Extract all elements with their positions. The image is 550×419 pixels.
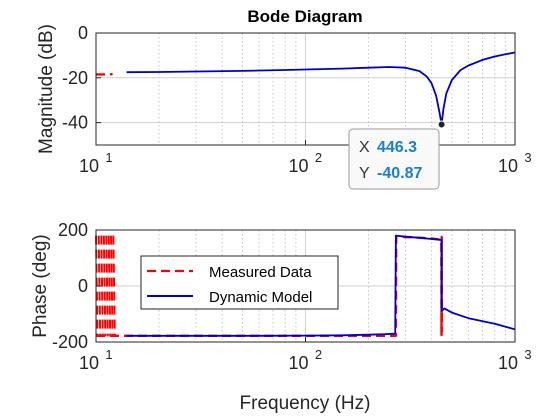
phase-series-measured-noise <box>107 235 112 337</box>
legend-label-model: Dynamic Model <box>209 289 312 306</box>
chart-title: Bode Diagram <box>247 7 362 26</box>
datatip-y-key: Y <box>359 165 370 182</box>
phase-series-model <box>126 234 516 337</box>
datatip[interactable]: X 446.3 Y -40.87 <box>348 120 446 190</box>
magnitude-x-tick-label: 10 <box>288 156 308 176</box>
magnitude-grid <box>96 33 515 145</box>
phase-panel: 200 0 -200 10 1 10 2 10 3 Phase (deg) Frequency… <box>30 220 532 414</box>
magnitude-x-tick-exponent: 2 <box>315 150 322 165</box>
phase-y-tick-label: 200 <box>58 220 88 240</box>
phase-x-tick-exponent: 2 <box>315 347 322 362</box>
phase-series-measured-noise <box>112 235 116 337</box>
phase-x-tick-label: 10 <box>498 353 518 373</box>
magnitude-y-ticks: 0 -20 -40 <box>62 23 101 133</box>
datatip-marker[interactable] <box>437 120 446 129</box>
x-axis-label: Frequency (Hz) <box>240 393 371 414</box>
datatip-y-value: -40.87 <box>377 165 422 182</box>
magnitude-panel: Bode Diagram 0 -20 -40 10 1 10 2 10 3 Magnitude… <box>36 7 532 176</box>
datatip-x-key: X <box>359 139 370 156</box>
legend-label-measured: Measured Data <box>209 264 312 281</box>
phase-x-tick-label: 10 <box>288 353 308 373</box>
phase-y-tick-label: -200 <box>52 332 88 352</box>
phase-series-measured-noise <box>105 235 109 337</box>
phase-x-tick-exponent: 3 <box>524 347 531 362</box>
magnitude-x-ticks: 10 1 10 2 10 3 <box>79 140 532 176</box>
magnitude-x-tick-exponent: 1 <box>105 150 112 165</box>
phase-x-tick-label: 10 <box>79 353 99 373</box>
legend[interactable]: Measured Data Dynamic Model <box>140 255 339 310</box>
magnitude-y-tick-label: -40 <box>62 113 88 133</box>
phase-y-ticks: 200 0 -200 <box>52 220 101 352</box>
magnitude-y-tick-label: 0 <box>78 23 88 43</box>
phase-x-ticks: 10 1 10 2 10 3 <box>79 337 532 373</box>
phase-y-tick-label: 0 <box>78 276 88 296</box>
phase-series-measured-noise <box>110 235 114 337</box>
magnitude-y-axis-label: Magnitude (dB) <box>36 24 57 154</box>
magnitude-x-tick-label: 10 <box>498 156 518 176</box>
magnitude-x-tick-label: 10 <box>79 156 99 176</box>
phase-x-tick-exponent: 1 <box>105 347 112 362</box>
phase-series-measured-noise <box>100 235 104 337</box>
phase-series-measured <box>96 235 444 337</box>
magnitude-x-tick-exponent: 3 <box>524 150 531 165</box>
phase-series-measured-noise <box>102 235 107 337</box>
magnitude-series <box>96 51 516 126</box>
phase-y-axis-label: Phase (deg) <box>30 234 51 338</box>
magnitude-series-model <box>126 51 516 126</box>
datatip-x-value: 446.3 <box>377 139 417 156</box>
datatip-box <box>348 128 440 190</box>
magnitude-y-tick-label: -20 <box>62 68 88 88</box>
legend-box <box>140 255 339 310</box>
